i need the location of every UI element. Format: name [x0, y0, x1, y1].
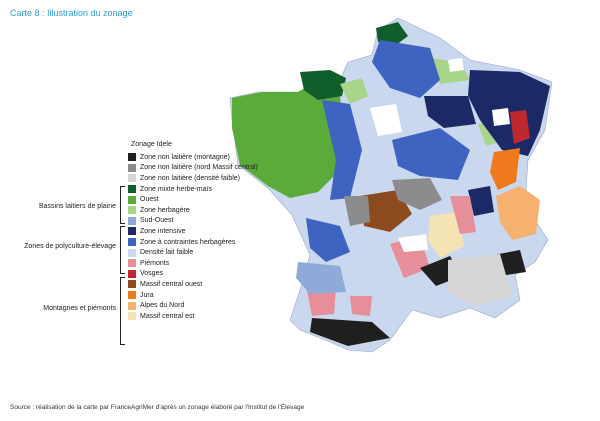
legend-swatch	[128, 227, 136, 236]
zone-piemonts-1	[450, 196, 476, 234]
group-bracket-bassins	[120, 186, 125, 224]
legend-item: Vosges	[128, 269, 258, 280]
legend-swatch	[128, 248, 136, 257]
legend-label: Zone intensive	[140, 227, 186, 235]
legend-label: Zone mixte herbe-maïs	[140, 185, 212, 193]
legend-label: Massif central ouest	[140, 280, 203, 288]
legend-label: Vosges	[140, 270, 163, 278]
legend-item: Sud-Ouest	[128, 216, 258, 227]
zone-montagne-2	[310, 318, 390, 346]
legend-label: Zone non laitière (montagne)	[140, 153, 230, 161]
group-bracket-montagnes	[120, 277, 125, 345]
group-label-bassins: Bassins laitiers de plaine	[38, 203, 116, 210]
zone-sud-ouest	[296, 262, 346, 294]
legend-label: Sud-Ouest	[140, 217, 174, 225]
legend-label: Alpes du Nord	[140, 302, 185, 310]
legend-swatch	[128, 259, 136, 268]
legend-label: Zone non laitière (densité faible)	[140, 174, 241, 182]
legend-label: Zone à contraintes herbagères	[140, 238, 236, 246]
legend-item: Massif central est	[128, 311, 258, 322]
legend-swatch	[128, 280, 136, 289]
legend-label: Jura	[140, 291, 154, 299]
zone-piemonts-4	[350, 296, 372, 316]
legend-swatch	[128, 291, 136, 300]
legend-swatch	[128, 238, 136, 247]
zone-contraintes-centre	[392, 128, 470, 180]
legend-label: Densité lait faible	[140, 249, 194, 257]
no-data-2	[398, 234, 428, 252]
legend-item: Zone intensive	[128, 226, 258, 237]
legend-label: Ouest	[140, 196, 159, 204]
legend-label: Massif central est	[140, 312, 195, 320]
legend-item: Piémonts	[128, 258, 258, 269]
zone-jura	[490, 148, 520, 190]
group-label-montagnes: Montagnes et piémonts	[43, 305, 116, 312]
legend-swatch	[128, 185, 136, 194]
legend-title: Zonage Idele	[131, 141, 172, 148]
zone-densite-faible	[448, 254, 512, 306]
legend-item: Zone herbagère	[128, 205, 258, 216]
zone-contraintes-nord	[372, 40, 440, 98]
legend-item: Alpes du Nord	[128, 300, 258, 311]
zone-mc-est	[428, 212, 464, 258]
zone-contraintes-ouest	[322, 100, 362, 200]
zone-contraintes-sud	[306, 218, 350, 262]
legend-swatch	[128, 153, 136, 162]
no-data-3	[492, 108, 510, 126]
legend-swatch	[128, 206, 136, 215]
legend-item: Ouest	[128, 194, 258, 205]
zone-nord-mc-2	[344, 196, 370, 226]
zone-mc-ouest	[360, 190, 412, 232]
zone-intensive-sud	[468, 186, 494, 216]
legend-label: Zone non laitière (nord Massif central)	[140, 164, 258, 172]
zone-alpes-nord	[496, 186, 540, 240]
source-note: Source : réalisation de la carte par Fra…	[10, 404, 305, 411]
legend-item: Zone non laitière (densité faible)	[128, 173, 258, 184]
legend-item: Zone à contraintes herbagères	[128, 237, 258, 248]
group-bracket-polyculture	[120, 226, 125, 274]
map-title: Carte 8 : Illustration du zonage	[10, 8, 133, 18]
zone-mixte	[300, 70, 346, 100]
zone-vosges	[510, 110, 530, 144]
no-data-4	[448, 58, 464, 72]
legend-item: Zone non laitière (nord Massif central)	[128, 163, 258, 174]
legend-swatch	[128, 269, 136, 278]
legend-item: Jura	[128, 290, 258, 301]
legend-label: Piémonts	[140, 259, 170, 267]
legend-item: Zone mixte herbe-maïs	[128, 184, 258, 195]
zone-intensive-centre	[424, 96, 476, 128]
legend-item: Zone non laitière (montagne)	[128, 152, 258, 163]
legend-swatch	[128, 301, 136, 310]
group-label-polyculture: Zones de polyculture-élevage	[24, 243, 116, 250]
zone-nord-mc	[392, 178, 442, 210]
legend-swatch	[128, 216, 136, 225]
legend-list: Zone non laitière (montagne) Zone non la…	[128, 152, 258, 322]
legend-item: Densité lait faible	[128, 247, 258, 258]
legend-swatch	[128, 163, 136, 172]
legend-label: Zone herbagère	[140, 206, 190, 214]
legend-swatch	[128, 312, 136, 321]
legend-swatch	[128, 195, 136, 204]
legend-item: Massif central ouest	[128, 279, 258, 290]
zone-ouest	[232, 80, 344, 198]
zone-herbagere-1	[340, 78, 368, 104]
no-data-1	[370, 104, 402, 136]
legend-swatch	[128, 174, 136, 183]
